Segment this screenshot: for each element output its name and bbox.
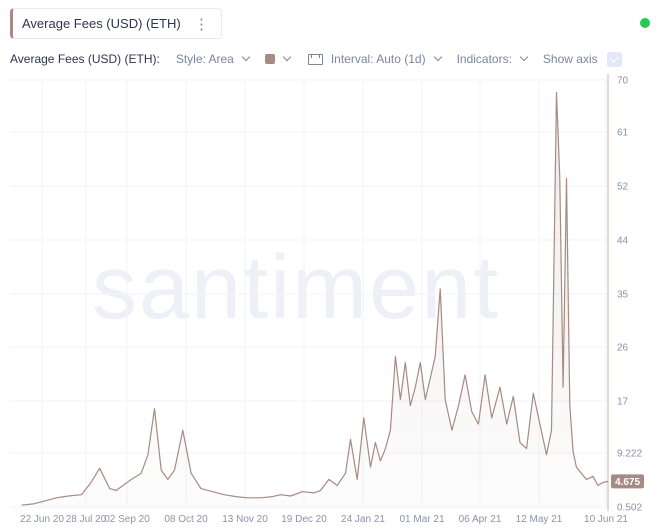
y-axis: 70 61 52 44 35 26 17 9.222 0.502 — [617, 76, 642, 514]
last-value-label: 4.675 — [615, 477, 640, 488]
series-area — [21, 92, 609, 508]
y-tick-label: 0.502 — [617, 503, 642, 514]
show-axis-toggle[interactable]: Show axis — [542, 51, 622, 67]
metric-chip[interactable]: Average Fees (USD) (ETH) ⋮ — [10, 8, 222, 39]
last-value-badge — [611, 474, 644, 489]
y-tick-label: 61 — [617, 128, 629, 139]
x-tick-label: 10 Jun 21 — [584, 514, 628, 525]
indicators-label: Indicators: — [456, 52, 512, 66]
color-picker[interactable] — [264, 52, 292, 64]
y-tick-label: 26 — [617, 343, 629, 354]
color-swatch — [264, 54, 275, 64]
status-indicator — [640, 18, 650, 28]
y-tick-label: 35 — [617, 290, 629, 301]
series-layer — [21, 91, 609, 508]
x-tick-label: 22 Jun 20 — [20, 514, 64, 525]
series-line — [21, 91, 609, 506]
y-tick-label: 70 — [617, 76, 629, 87]
x-tick-label: 24 Jan 21 — [341, 514, 385, 525]
show-axis-checkbox[interactable] — [606, 51, 622, 67]
x-tick-label: 28 Jul 20 — [66, 514, 107, 525]
x-tick-label: 19 Dec 20 — [281, 514, 327, 525]
chart-toolbar: Average Fees (USD) (ETH): Style: Area In… — [10, 50, 622, 68]
indicators-dropdown[interactable]: Indicators: — [456, 52, 529, 66]
x-tick-label: 02 Sep 20 — [104, 514, 150, 525]
y-tick-label: 9.222 — [617, 449, 642, 460]
interval-dropdown[interactable]: Interval: Auto (1d) — [307, 52, 442, 66]
x-tick-label: 08 Oct 20 — [164, 514, 208, 525]
style-label: Style: Area — [175, 52, 234, 66]
interval-label: Interval: Auto (1d) — [330, 52, 426, 66]
style-dropdown[interactable]: Style: Area — [175, 52, 251, 66]
y-tick-label: 17 — [617, 397, 629, 408]
x-tick-label: 06 Apr 21 — [459, 514, 502, 525]
show-axis-label: Show axis — [542, 52, 598, 66]
y-tick-label: 52 — [617, 182, 629, 193]
last-value-marker: 4.675 — [611, 474, 644, 489]
x-tick-label: 12 May 21 — [516, 514, 563, 525]
toolbar-title: Average Fees (USD) (ETH): — [10, 52, 160, 66]
x-tick-label: 13 Nov 20 — [222, 514, 268, 525]
metric-name: Average Fees (USD) (ETH) — [22, 16, 181, 31]
x-tick-label: 01 Mar 21 — [399, 514, 444, 525]
calendar-icon — [307, 53, 323, 65]
watermark: santiment — [92, 238, 500, 338]
y-tick-label: 44 — [617, 236, 629, 247]
vertical-ellipsis-icon[interactable]: ⋮ — [194, 16, 209, 33]
